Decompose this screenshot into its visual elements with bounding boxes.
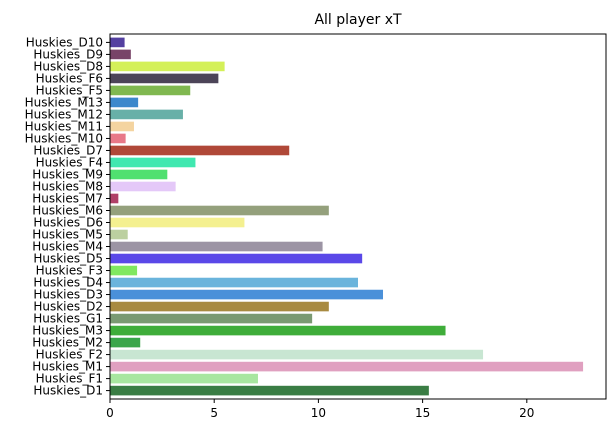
y-tick-label: Huskies_D1 xyxy=(33,384,103,398)
x-tick-label: 10 xyxy=(311,406,326,420)
bar-huskies-d5 xyxy=(110,253,363,264)
bar-huskies-m12 xyxy=(110,109,183,120)
bar-huskies-d1 xyxy=(110,385,429,396)
plot-frame xyxy=(109,33,607,400)
bar-huskies-m11 xyxy=(110,121,134,132)
bar-huskies-d3 xyxy=(110,289,384,300)
y-tick-label: Huskies_M13 xyxy=(25,95,103,109)
bar-huskies-d7 xyxy=(110,145,290,156)
bar-huskies-d10 xyxy=(110,37,125,48)
x-tick-label: 5 xyxy=(210,406,218,420)
y-tick-label: Huskies_F2 xyxy=(36,348,103,362)
x-tick-label: 0 xyxy=(106,406,114,420)
y-tick-label: Huskies_F3 xyxy=(36,264,103,278)
x-tick-label: 20 xyxy=(519,406,534,420)
bar-huskies-m6 xyxy=(110,205,329,216)
y-tick-label: Huskies_M4 xyxy=(32,240,103,254)
y-tick-label: Huskies_F6 xyxy=(36,71,103,85)
bar-huskies-m5 xyxy=(110,229,128,240)
y-tick-labels: Huskies_D1Huskies_F1Huskies_M1Huskies_F2… xyxy=(25,35,110,398)
y-tick-label: Huskies_M5 xyxy=(32,228,103,242)
y-tick-label: Huskies_D7 xyxy=(33,143,103,157)
y-tick-label: Huskies_M9 xyxy=(32,167,103,181)
bar-huskies-m9 xyxy=(110,169,168,180)
chart-title: All player xT xyxy=(314,12,402,28)
bar-huskies-d4 xyxy=(110,277,358,288)
y-tick-label: Huskies_D3 xyxy=(33,288,103,302)
y-tick-label: Huskies_F4 xyxy=(36,155,103,169)
bar-huskies-d6 xyxy=(110,217,245,228)
x-ticks: 0 5 10 15 20 xyxy=(106,399,534,420)
bar-huskies-m4 xyxy=(110,241,323,252)
bar-huskies-d2 xyxy=(110,301,329,312)
y-tick-label: Huskies_M12 xyxy=(25,107,103,121)
bar-huskies-f4 xyxy=(110,157,196,168)
y-tick-label: Huskies_M11 xyxy=(25,119,103,133)
y-tick-label: Huskies_M10 xyxy=(25,131,103,145)
bar-huskies-f2 xyxy=(110,349,484,360)
bar-huskies-m10 xyxy=(110,133,126,144)
y-tick-label: Huskies_M7 xyxy=(32,191,103,205)
y-tick-label: Huskies_M2 xyxy=(32,336,103,350)
y-tick-label: Huskies_D6 xyxy=(33,216,103,230)
bar-huskies-m3 xyxy=(110,325,446,336)
y-tick-label: Huskies_D8 xyxy=(33,59,103,73)
y-tick-label: Huskies_G1 xyxy=(33,312,103,326)
bar-huskies-f3 xyxy=(110,265,138,276)
bar-huskies-g1 xyxy=(110,313,313,324)
y-tick-label: Huskies_D9 xyxy=(33,47,103,61)
bar-huskies-m8 xyxy=(110,181,176,192)
y-tick-label: Huskies_F1 xyxy=(36,372,103,386)
x-tick-label: 15 xyxy=(415,406,430,420)
bars-layer xyxy=(110,37,584,396)
bar-huskies-m7 xyxy=(110,193,119,204)
y-tick-label: Huskies_M3 xyxy=(32,324,103,338)
bar-huskies-m13 xyxy=(110,97,139,108)
bar-huskies-f1 xyxy=(110,373,258,384)
bar-huskies-d8 xyxy=(110,61,225,72)
bar-huskies-f5 xyxy=(110,85,191,96)
y-tick-label: Huskies_M1 xyxy=(32,360,103,374)
y-tick-label: Huskies_M6 xyxy=(32,203,103,217)
y-tick-label: Huskies_D4 xyxy=(33,276,103,290)
y-tick-label: Huskies_D10 xyxy=(26,35,103,49)
bar-huskies-d9 xyxy=(110,49,131,60)
y-tick-label: Huskies_D5 xyxy=(33,252,103,266)
y-tick-label: Huskies_F5 xyxy=(36,83,103,97)
bar-huskies-f6 xyxy=(110,73,219,84)
y-tick-label: Huskies_D2 xyxy=(33,300,103,314)
bar-huskies-m2 xyxy=(110,337,141,348)
bar-huskies-m1 xyxy=(110,361,584,372)
y-tick-label: Huskies_M8 xyxy=(32,179,103,193)
